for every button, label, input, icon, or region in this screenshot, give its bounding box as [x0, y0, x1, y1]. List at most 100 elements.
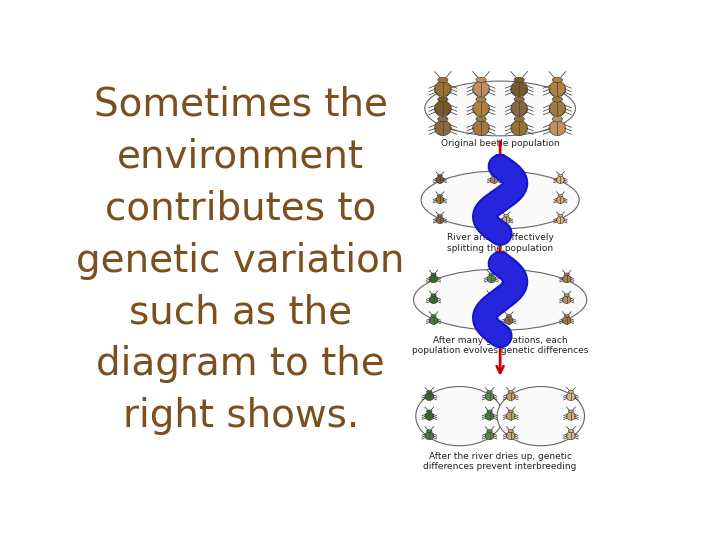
Ellipse shape [438, 97, 448, 102]
Ellipse shape [427, 410, 432, 413]
Ellipse shape [436, 217, 444, 224]
Text: right shows.: right shows. [122, 397, 359, 435]
Ellipse shape [552, 117, 562, 122]
Ellipse shape [502, 197, 510, 204]
Ellipse shape [511, 81, 528, 97]
Ellipse shape [490, 197, 498, 204]
Ellipse shape [421, 171, 579, 229]
Ellipse shape [434, 81, 451, 97]
Ellipse shape [514, 97, 524, 102]
Ellipse shape [413, 269, 587, 330]
Text: diagram to the: diagram to the [96, 346, 385, 383]
Ellipse shape [485, 393, 494, 401]
Ellipse shape [506, 393, 515, 401]
Ellipse shape [562, 296, 571, 303]
Ellipse shape [508, 430, 513, 433]
Ellipse shape [567, 412, 575, 420]
Ellipse shape [567, 431, 575, 440]
Ellipse shape [429, 316, 438, 325]
Ellipse shape [492, 194, 497, 197]
Ellipse shape [558, 194, 563, 197]
Ellipse shape [568, 410, 574, 413]
Ellipse shape [425, 412, 433, 420]
Ellipse shape [549, 120, 566, 136]
Ellipse shape [505, 316, 513, 325]
Ellipse shape [506, 412, 515, 420]
Ellipse shape [549, 101, 566, 116]
Ellipse shape [425, 81, 575, 136]
Ellipse shape [505, 296, 513, 303]
Ellipse shape [489, 294, 494, 296]
Ellipse shape [502, 217, 510, 224]
Ellipse shape [508, 390, 513, 393]
Ellipse shape [504, 214, 508, 217]
Ellipse shape [429, 275, 438, 283]
Ellipse shape [506, 315, 511, 318]
Ellipse shape [438, 117, 448, 122]
Ellipse shape [415, 387, 503, 446]
Ellipse shape [568, 430, 574, 433]
Ellipse shape [552, 97, 562, 102]
Ellipse shape [514, 77, 524, 83]
Ellipse shape [505, 275, 513, 283]
Ellipse shape [557, 176, 564, 184]
Ellipse shape [472, 81, 490, 97]
Ellipse shape [425, 393, 433, 401]
Ellipse shape [558, 214, 563, 217]
Ellipse shape [552, 77, 562, 83]
Ellipse shape [502, 176, 510, 184]
Ellipse shape [476, 77, 486, 83]
Text: Original beetle population: Original beetle population [441, 139, 559, 148]
Ellipse shape [492, 214, 497, 217]
Ellipse shape [427, 390, 432, 393]
Ellipse shape [438, 214, 442, 217]
Ellipse shape [487, 275, 495, 283]
Text: Sometimes the: Sometimes the [94, 85, 387, 124]
Ellipse shape [487, 390, 492, 393]
Ellipse shape [562, 275, 571, 283]
Ellipse shape [487, 296, 495, 303]
Ellipse shape [431, 294, 436, 296]
Ellipse shape [431, 273, 436, 276]
Text: After many generations, each
population evolves genetic differences: After many generations, each population … [412, 336, 588, 355]
Ellipse shape [490, 217, 498, 224]
Text: contributes to: contributes to [105, 190, 377, 227]
Ellipse shape [549, 81, 566, 97]
Ellipse shape [485, 412, 494, 420]
Text: genetic variation: genetic variation [76, 241, 405, 280]
Ellipse shape [487, 410, 492, 413]
Ellipse shape [504, 174, 508, 177]
Ellipse shape [508, 410, 513, 413]
Ellipse shape [489, 273, 494, 276]
Ellipse shape [425, 431, 433, 440]
Ellipse shape [497, 387, 585, 446]
Ellipse shape [564, 294, 570, 296]
Ellipse shape [487, 430, 492, 433]
Ellipse shape [511, 101, 528, 116]
Ellipse shape [557, 217, 564, 224]
Ellipse shape [476, 117, 486, 122]
Ellipse shape [436, 197, 444, 204]
Ellipse shape [431, 315, 436, 318]
Ellipse shape [506, 273, 511, 276]
Ellipse shape [485, 431, 494, 440]
Ellipse shape [506, 294, 511, 296]
Ellipse shape [492, 174, 497, 177]
Ellipse shape [506, 431, 515, 440]
Ellipse shape [438, 174, 442, 177]
Ellipse shape [558, 174, 563, 177]
Ellipse shape [514, 117, 524, 122]
Ellipse shape [489, 315, 494, 318]
Ellipse shape [511, 120, 528, 136]
Ellipse shape [427, 430, 432, 433]
Ellipse shape [476, 97, 486, 102]
Ellipse shape [557, 197, 564, 204]
Ellipse shape [438, 77, 448, 83]
Ellipse shape [490, 176, 498, 184]
Ellipse shape [568, 390, 574, 393]
Ellipse shape [472, 101, 490, 116]
Ellipse shape [438, 194, 442, 197]
Text: environment: environment [117, 138, 364, 176]
Ellipse shape [487, 316, 495, 325]
Text: River arises, effectively
splitting the population: River arises, effectively splitting the … [446, 233, 554, 253]
